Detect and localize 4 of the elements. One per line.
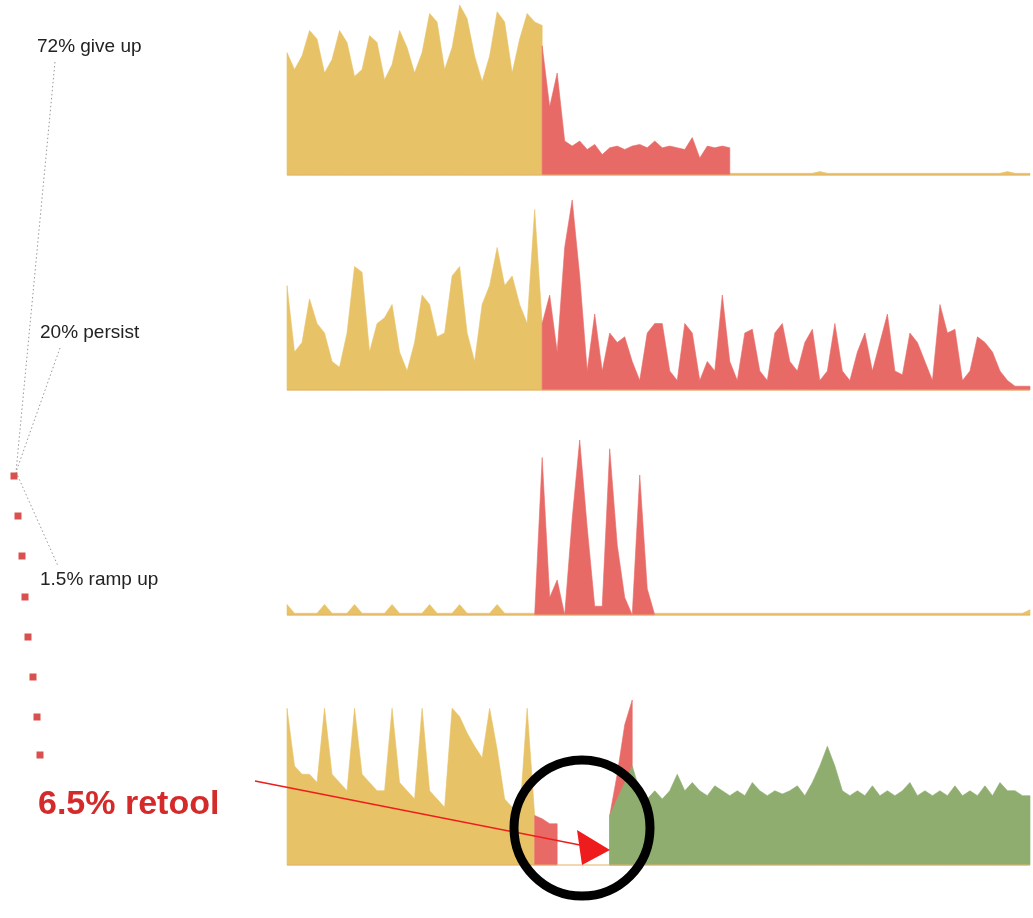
text: 1.5% ramp up — [40, 568, 159, 590]
text: 6.5% retool — [38, 782, 220, 821]
text: 72% give up — [37, 35, 142, 57]
text: 20% persist — [40, 321, 140, 343]
